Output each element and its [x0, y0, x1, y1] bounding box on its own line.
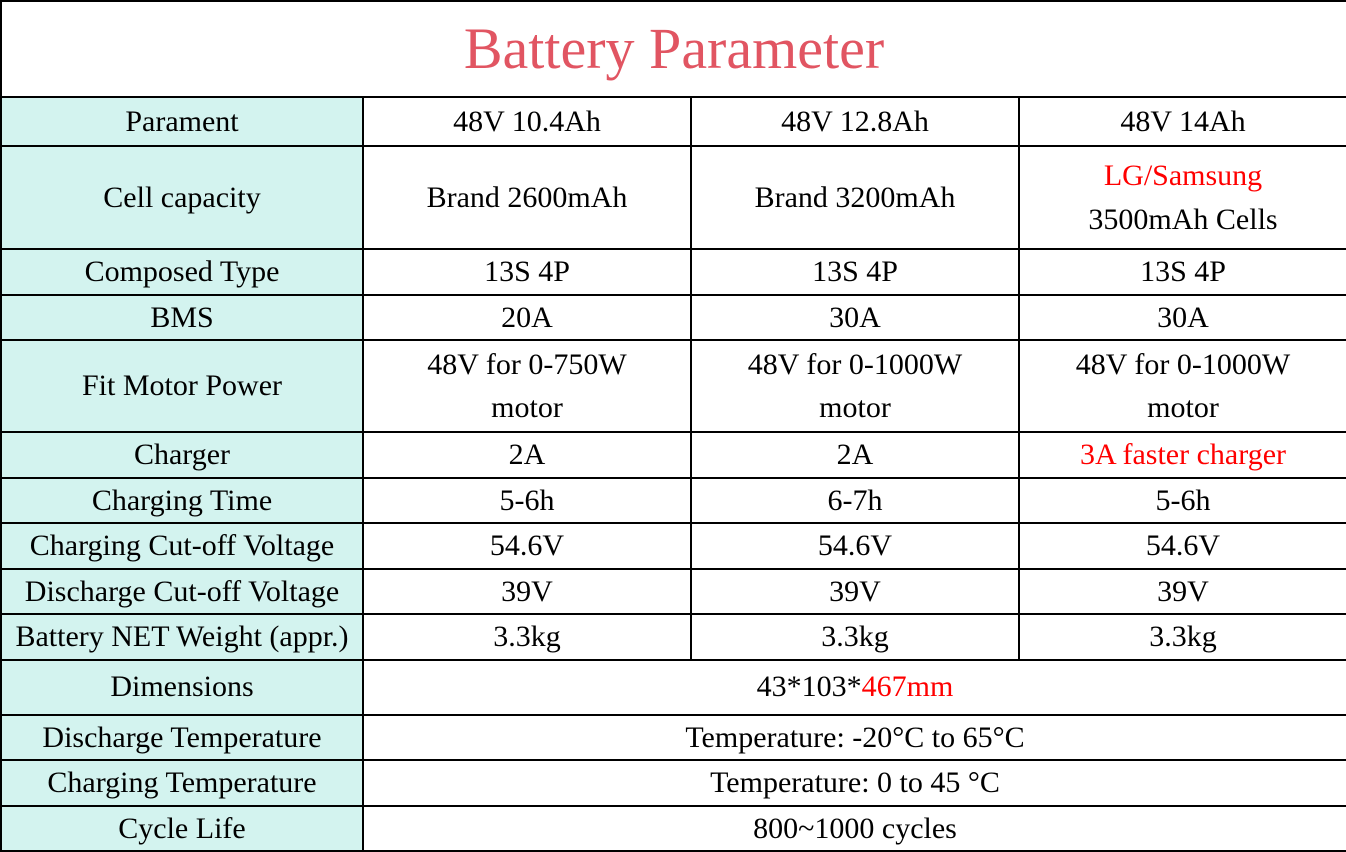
row-label-charging-time: Charging Time	[0, 476, 364, 524]
table-row-charging-cutoff-voltage: Charging Cut-off Voltage 54.6V 54.6V 54.…	[0, 522, 1346, 570]
battery-net-weight-value-2: 3.3kg	[690, 613, 1020, 661]
table-row-dimensions: Dimensions 43*103*467mm	[0, 658, 1346, 716]
table-row-charger: Charger 2A 2A 3A faster charger	[0, 431, 1346, 479]
table-row-battery-net-weight: Battery NET Weight (appr.) 3.3kg 3.3kg 3…	[0, 613, 1346, 661]
table-row-bms: BMS 20A 30A 30A	[0, 293, 1346, 341]
dimensions-value-black: 43*103*	[756, 670, 862, 704]
title-row: Battery Parameter	[0, 0, 1346, 98]
table-row-charging-time: Charging Time 5-6h 6-7h 5-6h	[0, 476, 1346, 524]
fit-motor-power-value-3-line2: motor	[1147, 391, 1219, 424]
discharge-temperature-value: Temperature: -20°C to 65°C	[362, 713, 1346, 761]
table-row-cycle-life: Cycle Life 800~1000 cycles	[0, 804, 1346, 852]
table-row-discharge-cutoff-voltage: Discharge Cut-off Voltage 39V 39V 39V	[0, 567, 1346, 615]
table-row-fit-motor-power: Fit Motor Power 48V for 0-750W motor 48V…	[0, 339, 1346, 433]
fit-motor-power-value-3: 48V for 0-1000W motor	[1018, 339, 1346, 433]
battery-net-weight-value-1: 3.3kg	[362, 613, 692, 661]
bms-value-3: 30A	[1018, 293, 1346, 341]
charging-cutoff-value-1: 54.6V	[362, 522, 692, 570]
fit-motor-power-value-1: 48V for 0-750W motor	[362, 339, 692, 433]
battery-net-weight-value-3: 3.3kg	[1018, 613, 1346, 661]
charging-cutoff-value-2: 54.6V	[690, 522, 1020, 570]
cell-capacity-value-3: LG/Samsung 3500mAh Cells	[1018, 145, 1346, 250]
bms-value-2: 30A	[690, 293, 1020, 341]
charging-time-value-1: 5-6h	[362, 476, 692, 524]
composed-type-value-1: 13S 4P	[362, 248, 692, 296]
table-row-composed-type: Composed Type 13S 4P 13S 4P 13S 4P	[0, 248, 1346, 296]
page-title: Battery Parameter	[0, 0, 1346, 98]
fit-motor-power-value-2: 48V for 0-1000W motor	[690, 339, 1020, 433]
table-row-discharge-temperature: Discharge Temperature Temperature: -20°C…	[0, 713, 1346, 761]
row-label-cell-capacity: Cell capacity	[0, 145, 364, 250]
dimensions-value: 43*103*467mm	[362, 658, 1346, 716]
charging-time-value-3: 5-6h	[1018, 476, 1346, 524]
discharge-cutoff-value-2: 39V	[690, 567, 1020, 615]
row-label-discharge-cutoff-voltage: Discharge Cut-off Voltage	[0, 567, 364, 615]
charging-time-value-2: 6-7h	[690, 476, 1020, 524]
row-label-charging-cutoff-voltage: Charging Cut-off Voltage	[0, 522, 364, 570]
row-label-composed-type: Composed Type	[0, 248, 364, 296]
fit-motor-power-value-1-line1: 48V for 0-750W	[427, 347, 627, 381]
charger-value-3: 3A faster charger	[1018, 431, 1346, 479]
row-label-cycle-life: Cycle Life	[0, 804, 364, 852]
cycle-life-value: 800~1000 cycles	[362, 804, 1346, 852]
row-label-discharge-temperature: Discharge Temperature	[0, 713, 364, 761]
bms-value-1: 20A	[362, 293, 692, 341]
charger-value-2: 2A	[690, 431, 1020, 479]
header-col-48v-10-4ah: 48V 10.4Ah	[362, 96, 692, 147]
charging-temperature-value: Temperature: 0 to 45 °C	[362, 759, 1346, 807]
table-row-cell-capacity: Cell capacity Brand 2600mAh Brand 3200mA…	[0, 145, 1346, 250]
discharge-cutoff-value-3: 39V	[1018, 567, 1346, 615]
row-label-dimensions: Dimensions	[0, 658, 364, 716]
fit-motor-power-value-3-line1: 48V for 0-1000W	[1075, 347, 1291, 381]
composed-type-value-3: 13S 4P	[1018, 248, 1346, 296]
fit-motor-power-value-2-line2: motor	[819, 391, 891, 424]
fit-motor-power-value-2-line1: 48V for 0-1000W	[747, 347, 963, 381]
discharge-cutoff-value-1: 39V	[362, 567, 692, 615]
row-label-bms: BMS	[0, 293, 364, 341]
composed-type-value-2: 13S 4P	[690, 248, 1020, 296]
cell-capacity-value-1: Brand 2600mAh	[362, 145, 692, 250]
row-label-charger: Charger	[0, 431, 364, 479]
header-col-48v-14ah: 48V 14Ah	[1018, 96, 1346, 147]
cell-capacity-brand: LG/Samsung	[1103, 159, 1263, 192]
row-label-fit-motor-power: Fit Motor Power	[0, 339, 364, 433]
row-label-battery-net-weight: Battery NET Weight (appr.)	[0, 613, 364, 661]
fit-motor-power-value-1-line2: motor	[491, 391, 563, 424]
dimensions-value-red: 467mm	[861, 670, 954, 704]
table-row-parament: Parament 48V 10.4Ah 48V 12.8Ah 48V 14Ah	[0, 96, 1346, 147]
row-label-parament: Parament	[0, 96, 364, 147]
cell-capacity-amount: 3500mAh Cells	[1088, 202, 1278, 236]
header-col-48v-12-8ah: 48V 12.8Ah	[690, 96, 1020, 147]
charger-value-1: 2A	[362, 431, 692, 479]
cell-capacity-value-2: Brand 3200mAh	[690, 145, 1020, 250]
row-label-charging-temperature: Charging Temperature	[0, 759, 364, 807]
charging-cutoff-value-3: 54.6V	[1018, 522, 1346, 570]
table-row-charging-temperature: Charging Temperature Temperature: 0 to 4…	[0, 759, 1346, 807]
